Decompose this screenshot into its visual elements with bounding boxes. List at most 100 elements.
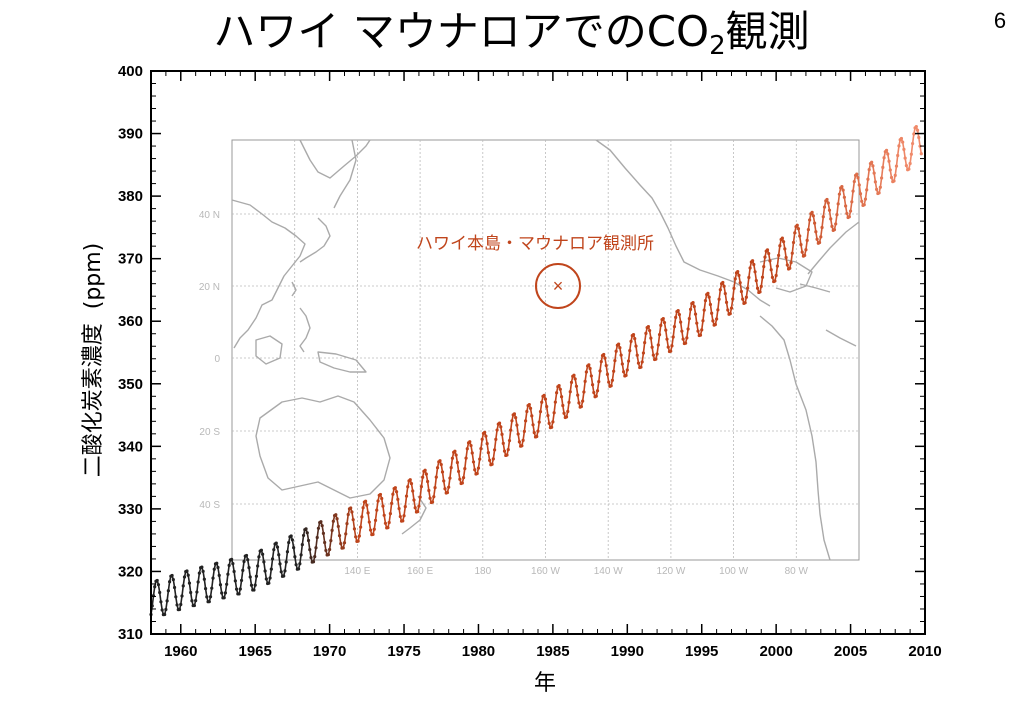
co2-line-segment bbox=[523, 420, 527, 432]
coast-new-zealand bbox=[401, 495, 427, 535]
co2-line-segment bbox=[404, 496, 408, 507]
co2-line-segment bbox=[910, 143, 914, 155]
co2-line-segment bbox=[776, 255, 780, 267]
map-latitude-label: 20 N bbox=[199, 282, 220, 293]
co2-line-segment bbox=[583, 381, 586, 393]
x-tick-label: 2010 bbox=[908, 643, 941, 660]
co2-line-segment bbox=[896, 145, 900, 156]
x-tick-label: 1995 bbox=[685, 643, 718, 660]
co2-line-segment bbox=[821, 216, 825, 228]
coast-north-america-east bbox=[807, 221, 860, 275]
co2-series bbox=[149, 124, 923, 617]
co2-line-segment bbox=[865, 179, 869, 191]
co2-line-segment bbox=[822, 206, 826, 217]
co2-data-point bbox=[919, 152, 923, 156]
co2-line-segment bbox=[806, 229, 810, 241]
co2-line-segment bbox=[270, 558, 274, 570]
co2-line-segment bbox=[568, 391, 572, 403]
map-longitude-labels: 140 E 160 E 180 160 W 140 W 120 W 100 W 80 W bbox=[344, 566, 808, 577]
map-latitude-label: 40 N bbox=[199, 210, 220, 221]
slide-title-main: ハワイ マウナロアでのCO bbox=[213, 7, 710, 56]
x-tick-label: 2000 bbox=[759, 643, 792, 660]
co2-line-segment bbox=[791, 242, 795, 254]
co2-line-segment bbox=[478, 448, 482, 460]
map-longitude-label: 140 W bbox=[594, 566, 623, 577]
co2-line-segment bbox=[434, 477, 438, 488]
coast-cuba bbox=[799, 283, 831, 293]
x-axis-ticks: 1960 1965 1970 1975 1980 1985 1990 1995 2000 2005… bbox=[150, 71, 942, 660]
y-tick-label: 400 bbox=[118, 63, 143, 80]
co2-line-segment bbox=[761, 266, 765, 278]
coast-new-guinea bbox=[317, 351, 367, 373]
coast-kamchatka bbox=[333, 139, 357, 209]
y-tick-label: 370 bbox=[118, 251, 143, 268]
y-tick-label: 330 bbox=[118, 501, 143, 518]
coast-japan bbox=[299, 217, 331, 263]
co2-line-segment bbox=[240, 570, 244, 581]
co2-line-segment bbox=[672, 326, 676, 338]
y-axis-ticks: 310 320 330 340 350 360 370 380 390 400 bbox=[118, 63, 925, 643]
coast-asia bbox=[231, 199, 306, 349]
coast-borneo bbox=[255, 335, 283, 365]
x-tick-label: 1985 bbox=[536, 643, 569, 660]
y-tick-label: 390 bbox=[118, 126, 143, 143]
x-tick-label: 1975 bbox=[387, 643, 420, 660]
page-number: 6 bbox=[993, 8, 1007, 33]
map-longitude-label: 80 W bbox=[785, 566, 809, 577]
co2-line-segment bbox=[895, 155, 899, 167]
co2-line-segment bbox=[344, 523, 348, 534]
co2-line-segment bbox=[731, 288, 735, 300]
co2-line-segment bbox=[687, 318, 691, 330]
map-graticule bbox=[232, 140, 859, 560]
co2-line-segment bbox=[181, 585, 185, 597]
co2-line-segment bbox=[702, 310, 706, 321]
coast-australia bbox=[255, 395, 391, 499]
co2-line-segment bbox=[807, 219, 811, 230]
co2-line-segment bbox=[880, 167, 884, 179]
station-circle bbox=[535, 263, 581, 309]
co2-line-segment bbox=[508, 430, 512, 441]
map-longitude-label: 160 W bbox=[531, 566, 560, 577]
x-tick-label: 1970 bbox=[313, 643, 346, 660]
y-tick-label: 320 bbox=[118, 563, 143, 580]
co2-line-segment bbox=[464, 458, 467, 469]
map-longitude-label: 120 W bbox=[656, 566, 685, 577]
coast-north-america bbox=[595, 139, 771, 307]
coast-south-america bbox=[759, 315, 831, 561]
co2-line-segment bbox=[285, 551, 289, 563]
co2-line-segment bbox=[255, 565, 259, 577]
co2-line-segment bbox=[882, 157, 885, 168]
co2-line-segment bbox=[553, 402, 557, 413]
co2-line-segment bbox=[837, 194, 841, 204]
co2-line-segment bbox=[330, 530, 333, 541]
y-tick-label: 360 bbox=[118, 313, 143, 330]
co2-line-segment bbox=[538, 411, 542, 423]
co2-line-segment bbox=[225, 574, 229, 585]
map-longitude-label: 100 W bbox=[719, 566, 748, 577]
y-tick-label: 350 bbox=[118, 376, 143, 393]
co2-line-segment bbox=[210, 578, 214, 589]
co2-line-segment bbox=[419, 486, 423, 498]
co2-line-segment bbox=[851, 191, 854, 202]
y-tick-label: 310 bbox=[118, 626, 143, 643]
slide-title-subscript: 2 bbox=[709, 31, 726, 61]
map-latitude-labels: 40 N 20 N 0 20 S 40 S bbox=[199, 210, 221, 511]
slide-title-tail: 観測 bbox=[725, 7, 810, 56]
chart-axes: 1960 1965 1970 1975 1980 1985 1990 1995 2000 2005… bbox=[118, 63, 942, 660]
coast-taiwan bbox=[291, 281, 297, 297]
coast-siberia bbox=[299, 139, 371, 179]
x-axis-label: 年 bbox=[534, 671, 556, 696]
co2-line-segment bbox=[449, 467, 452, 479]
map-longitude-label: 140 E bbox=[344, 566, 370, 577]
co2-line-segment bbox=[196, 581, 199, 593]
co2-line-segment bbox=[627, 350, 631, 362]
map-longitude-label: 160 E bbox=[407, 566, 433, 577]
map-latitude-label: 0 bbox=[214, 354, 220, 365]
co2-line-segment bbox=[717, 299, 720, 310]
y-tick-label: 380 bbox=[118, 188, 143, 205]
station-label: ハワイ本島・マウナロア観測所 bbox=[416, 234, 654, 254]
co2-line-segment bbox=[777, 245, 781, 256]
co2-line-segment bbox=[359, 516, 363, 528]
co2-line-segment bbox=[911, 133, 915, 144]
